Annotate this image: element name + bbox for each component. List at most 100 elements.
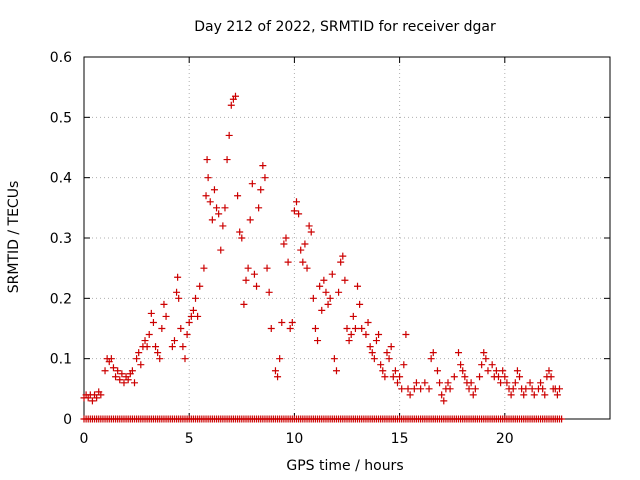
data-point [488,361,496,369]
data-point [547,373,555,381]
data-point [253,282,261,290]
data-point [116,376,124,384]
data-points [80,92,566,423]
data-point [242,276,250,284]
y-tick-label: 0.1 [50,352,72,368]
data-point [330,355,338,363]
data-point [297,246,305,254]
data-point [223,156,231,164]
grid [84,57,610,419]
data-point [219,222,227,230]
axis-ticks: 0 5 10 15 20 0 0.1 0.2 0.3 0.4 0.5 0.6 [50,50,610,447]
data-point [398,385,406,393]
x-tick-label: 5 [185,431,194,447]
data-point [200,264,208,272]
data-point [379,367,387,375]
data-point [556,385,564,393]
data-point [467,379,475,387]
data-point [322,288,330,296]
data-point [278,318,286,326]
data-point [263,264,271,272]
data-point [101,367,109,375]
data-point [366,343,374,351]
data-point [410,385,418,393]
data-point [406,391,414,399]
data-point [446,385,454,393]
data-point [349,312,357,320]
data-point [427,355,435,363]
data-point [274,373,282,381]
data-point [107,355,115,363]
plot-frame [83,56,611,420]
data-point [469,391,477,399]
data-point [457,361,465,369]
data-point [341,276,349,284]
data-point [503,379,511,387]
data-point [354,282,362,290]
data-point [444,379,452,387]
data-point [387,343,395,351]
data-point [145,331,153,339]
data-point [208,216,216,224]
data-point [476,373,484,381]
data-point [288,318,296,326]
data-point [177,325,185,332]
data-point [318,306,326,314]
data-point [400,361,408,369]
data-point [290,207,298,215]
data-point [158,325,166,332]
data-point [383,349,391,357]
data-point [513,367,521,375]
data-point [143,343,151,351]
data-point [225,131,233,139]
data-point [370,355,378,363]
data-point [402,331,410,339]
data-point [377,361,385,369]
data-point [303,264,311,272]
data-point [109,364,117,372]
data-point [509,385,517,393]
data-point [311,325,319,332]
plot-border [83,56,611,420]
data-point [501,373,509,381]
data-point [210,186,218,194]
data-point [396,373,404,381]
data-point [356,300,364,308]
data-point [271,367,279,375]
data-point [459,367,467,375]
data-point [295,210,303,218]
data-point [337,258,345,266]
data-point [255,204,263,212]
data-point [345,337,353,345]
data-point [137,361,145,369]
data-point [404,385,412,393]
data-point [309,294,317,302]
data-point [284,258,292,266]
data-point [130,379,138,387]
data-point [194,312,202,320]
data-point [530,391,538,399]
data-point [507,391,515,399]
data-point [173,288,181,296]
data-point [118,370,126,378]
data-point [149,318,157,326]
data-point [339,252,347,260]
data-point [372,337,380,345]
data-point [393,379,401,387]
data-point [183,331,191,339]
data-point [128,367,136,375]
chart-title: Day 212 of 2022, SRMTID for receiver dga… [194,19,496,35]
data-point [114,367,122,375]
y-tick-label: 0.6 [50,50,72,66]
data-point [267,325,275,332]
data-point [351,325,359,332]
data-point [511,379,519,387]
data-point [320,276,328,284]
y-tick-label: 0.2 [50,291,72,307]
data-point [120,379,128,387]
data-point [343,325,351,332]
data-point [324,300,332,308]
data-point [238,234,246,242]
data-point [213,204,221,212]
